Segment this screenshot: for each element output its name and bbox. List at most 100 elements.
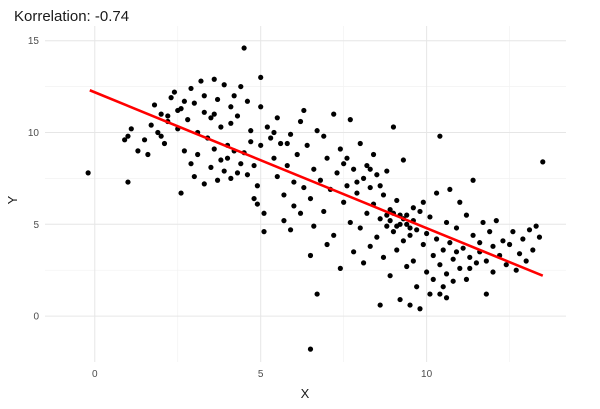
data-point — [208, 115, 214, 121]
y-tick-label: 15 — [28, 36, 40, 47]
data-point — [268, 135, 274, 141]
data-point — [304, 142, 310, 148]
data-point — [218, 124, 224, 130]
data-point — [370, 151, 377, 158]
data-point — [141, 137, 148, 143]
data-point — [360, 260, 367, 266]
data-point — [125, 179, 131, 185]
data-point — [314, 291, 320, 297]
data-point — [244, 98, 251, 104]
data-point — [128, 126, 134, 132]
data-point — [467, 265, 473, 271]
data-point — [443, 219, 450, 226]
data-point — [228, 104, 234, 110]
data-point — [347, 219, 353, 226]
data-point — [294, 151, 300, 158]
data-point — [145, 151, 151, 158]
data-point — [420, 241, 426, 248]
data-point — [384, 223, 390, 229]
data-point — [287, 227, 294, 233]
data-point — [540, 159, 546, 165]
data-point — [211, 76, 217, 82]
data-point — [477, 240, 483, 246]
data-point — [427, 291, 433, 297]
data-point — [291, 179, 297, 185]
data-point — [480, 219, 486, 226]
data-point — [271, 155, 277, 161]
regression-line-group — [89, 89, 544, 277]
data-point — [281, 192, 287, 198]
data-point — [238, 83, 244, 90]
y-tick-label: 0 — [33, 312, 39, 323]
data-point — [357, 140, 363, 147]
data-point — [251, 162, 257, 169]
data-point — [122, 137, 128, 143]
data-point — [214, 96, 221, 103]
data-point — [158, 111, 164, 117]
data-point — [414, 227, 420, 233]
data-point — [228, 175, 234, 181]
data-point — [284, 140, 290, 147]
data-point — [404, 263, 410, 270]
data-point — [297, 118, 304, 125]
data-point — [191, 100, 197, 106]
data-point — [331, 111, 337, 117]
data-point — [324, 241, 330, 248]
data-point — [211, 111, 217, 117]
data-point — [417, 208, 423, 215]
data-point — [447, 240, 453, 246]
data-point — [351, 166, 357, 172]
data-point — [530, 247, 536, 253]
data-point — [341, 199, 347, 205]
data-point — [400, 238, 406, 244]
data-point — [483, 258, 489, 264]
data-point — [231, 93, 237, 99]
data-point — [324, 155, 330, 161]
data-point — [214, 177, 221, 183]
data-point — [523, 258, 529, 264]
data-point — [347, 117, 353, 123]
data-point — [453, 225, 460, 231]
y-axis-title: Y — [5, 195, 20, 204]
data-point — [374, 234, 380, 240]
data-point — [430, 276, 436, 282]
grid — [45, 26, 566, 362]
data-point — [450, 278, 456, 284]
data-point — [301, 107, 307, 114]
data-point — [155, 129, 161, 136]
data-point — [450, 256, 456, 262]
data-point — [125, 133, 131, 139]
data-point — [261, 210, 267, 216]
data-point — [526, 227, 533, 233]
data-point — [211, 146, 217, 152]
data-point — [453, 249, 460, 255]
data-point — [307, 346, 314, 352]
data-point — [278, 140, 284, 147]
data-point — [414, 284, 420, 290]
data-point — [175, 107, 181, 114]
data-point — [151, 102, 158, 108]
data-point — [228, 120, 234, 126]
data-point — [394, 197, 400, 204]
data-point — [490, 269, 496, 275]
data-point — [470, 232, 476, 238]
y-tick-label: 10 — [28, 128, 40, 139]
regression-line — [89, 89, 544, 277]
data-point — [321, 208, 327, 215]
data-point — [85, 170, 91, 176]
data-point — [354, 190, 360, 196]
data-point — [437, 262, 443, 268]
data-point — [311, 166, 317, 172]
data-point — [341, 161, 347, 167]
data-point — [261, 229, 267, 235]
data-point — [171, 89, 178, 95]
data-point — [248, 139, 254, 145]
data-point — [367, 243, 373, 249]
data-point — [357, 225, 363, 231]
data-point — [191, 173, 197, 180]
data-point — [420, 199, 426, 205]
data-point — [181, 148, 187, 154]
data-point — [274, 115, 280, 121]
data-point — [487, 229, 493, 235]
data-point — [377, 216, 383, 222]
